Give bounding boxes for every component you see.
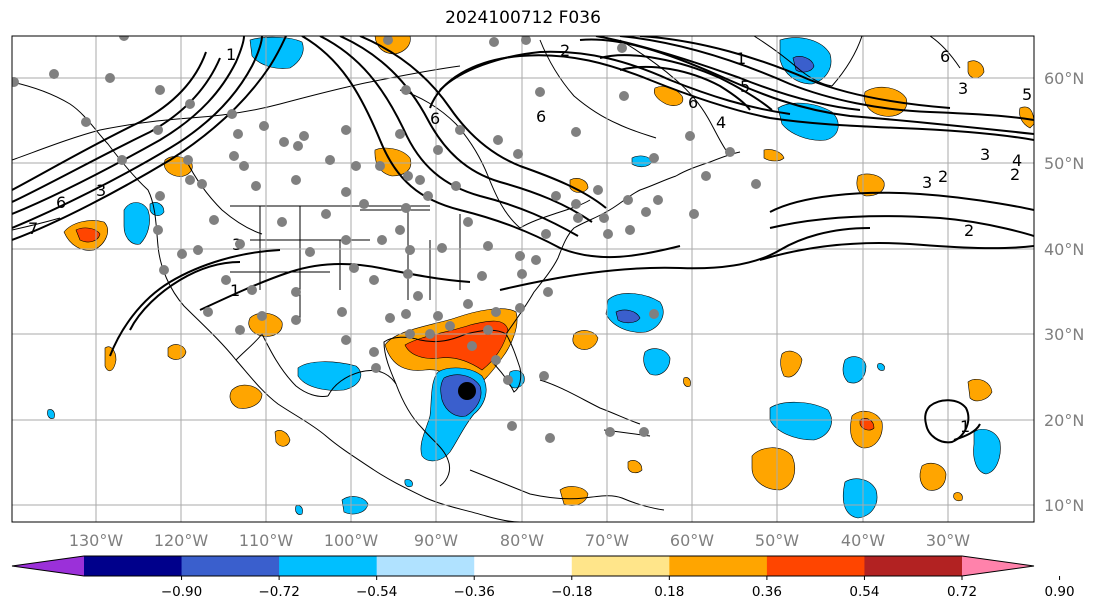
longitude-labels: 130°W 120°W 110°W 100°W 90°W 80°W 70°W 6… <box>69 531 970 550</box>
contour-label: 6 <box>940 47 950 66</box>
colorbar-tick-label: 0.36 <box>752 584 782 600</box>
contour-label: 5 <box>1022 85 1032 104</box>
colorbar-extend-low <box>12 556 84 576</box>
colorbar-tick-label: 0.72 <box>947 584 977 600</box>
contour-label: 6 <box>536 107 546 126</box>
lon-label: 90°W <box>414 531 458 550</box>
lat-label: 60°N <box>1044 69 1084 88</box>
lat-label: 50°N <box>1044 154 1084 173</box>
storm-center-marker <box>458 382 476 400</box>
colorbar-tick-label: −0.18 <box>551 584 592 600</box>
colorbar-tick-label: −0.54 <box>356 584 397 600</box>
colorbar-segment <box>571 556 670 576</box>
contour-label: 6 <box>56 193 66 212</box>
colorbar-tick-label: 0.90 <box>1045 584 1075 600</box>
contour-label: 3 <box>922 173 932 192</box>
colorbar: −0.90 −0.72 −0.54 −0.36 −0.18 0.18 0.36 0.54 0.7… <box>11 555 1075 600</box>
map-frame <box>11 35 1035 523</box>
contour-label: 3 <box>96 181 106 200</box>
lon-label: 50°W <box>755 531 799 550</box>
contour-label: 2 <box>938 167 948 186</box>
lat-label: 40°N <box>1044 240 1084 259</box>
contour-label: 4 <box>716 113 726 132</box>
lon-label: 60°W <box>670 531 714 550</box>
colorbar-segment <box>181 556 280 576</box>
map-title: 2024100712 F036 <box>445 8 601 28</box>
lon-label: 120°W <box>154 531 209 550</box>
lon-label: 80°W <box>500 531 544 550</box>
colorbar-tick-label: −0.90 <box>161 584 202 600</box>
lat-label: 20°N <box>1044 411 1084 430</box>
contour-label: 1 <box>230 281 240 300</box>
colorbar-segment <box>474 556 573 576</box>
lon-label: 30°W <box>926 531 970 550</box>
contour-label: 5 <box>740 77 750 96</box>
contour-label: 2 <box>560 41 570 60</box>
contour-label: 6 <box>688 93 698 112</box>
colorbar-segment <box>766 556 865 576</box>
contour-label: 6 <box>430 109 440 128</box>
height-contours <box>12 36 1034 444</box>
colorbar-segment <box>864 556 963 576</box>
contour-label: 2 <box>964 221 974 240</box>
lon-label: 70°W <box>585 531 629 550</box>
latitude-labels: 60°N 50°N 40°N 30°N 20°N 10°N <box>1044 69 1084 515</box>
colorbar-segment <box>376 556 475 576</box>
lat-label: 30°N <box>1044 325 1084 344</box>
contour-label: 1 <box>226 45 236 64</box>
contour-labels: 1 3 6 7 6 6 2 1 5 4 6 6 3 5 3 4 2 2 3 2 … <box>28 41 1032 436</box>
lon-label: 40°W <box>841 531 885 550</box>
colorbar-outline <box>11 555 1035 577</box>
colorbar-tick-label: 0.18 <box>654 584 684 600</box>
colorbar-extend-high <box>962 556 1034 576</box>
contour-label: 7 <box>28 219 38 238</box>
contour-label: 3 <box>958 79 968 98</box>
lon-label: 110°W <box>239 531 294 550</box>
colorbar-tick-label: −0.36 <box>454 584 495 600</box>
colorbar-tick-label: −0.72 <box>258 584 299 600</box>
colorbar-segment <box>84 556 183 576</box>
colorbar-tick-label: 0.54 <box>849 584 879 600</box>
lat-label: 10°N <box>1044 496 1084 515</box>
lon-label: 130°W <box>69 531 124 550</box>
colorbar-segment <box>279 556 378 576</box>
colorbar-segment <box>669 556 768 576</box>
contour-label: 2 <box>1010 165 1020 184</box>
contour-label: 4 <box>1012 151 1022 170</box>
contour-label: 3 <box>980 145 990 164</box>
contour-label: 1 <box>736 49 746 68</box>
station-dots <box>12 36 761 443</box>
lon-label: 100°W <box>324 531 379 550</box>
contour-label: 1 <box>960 417 970 436</box>
